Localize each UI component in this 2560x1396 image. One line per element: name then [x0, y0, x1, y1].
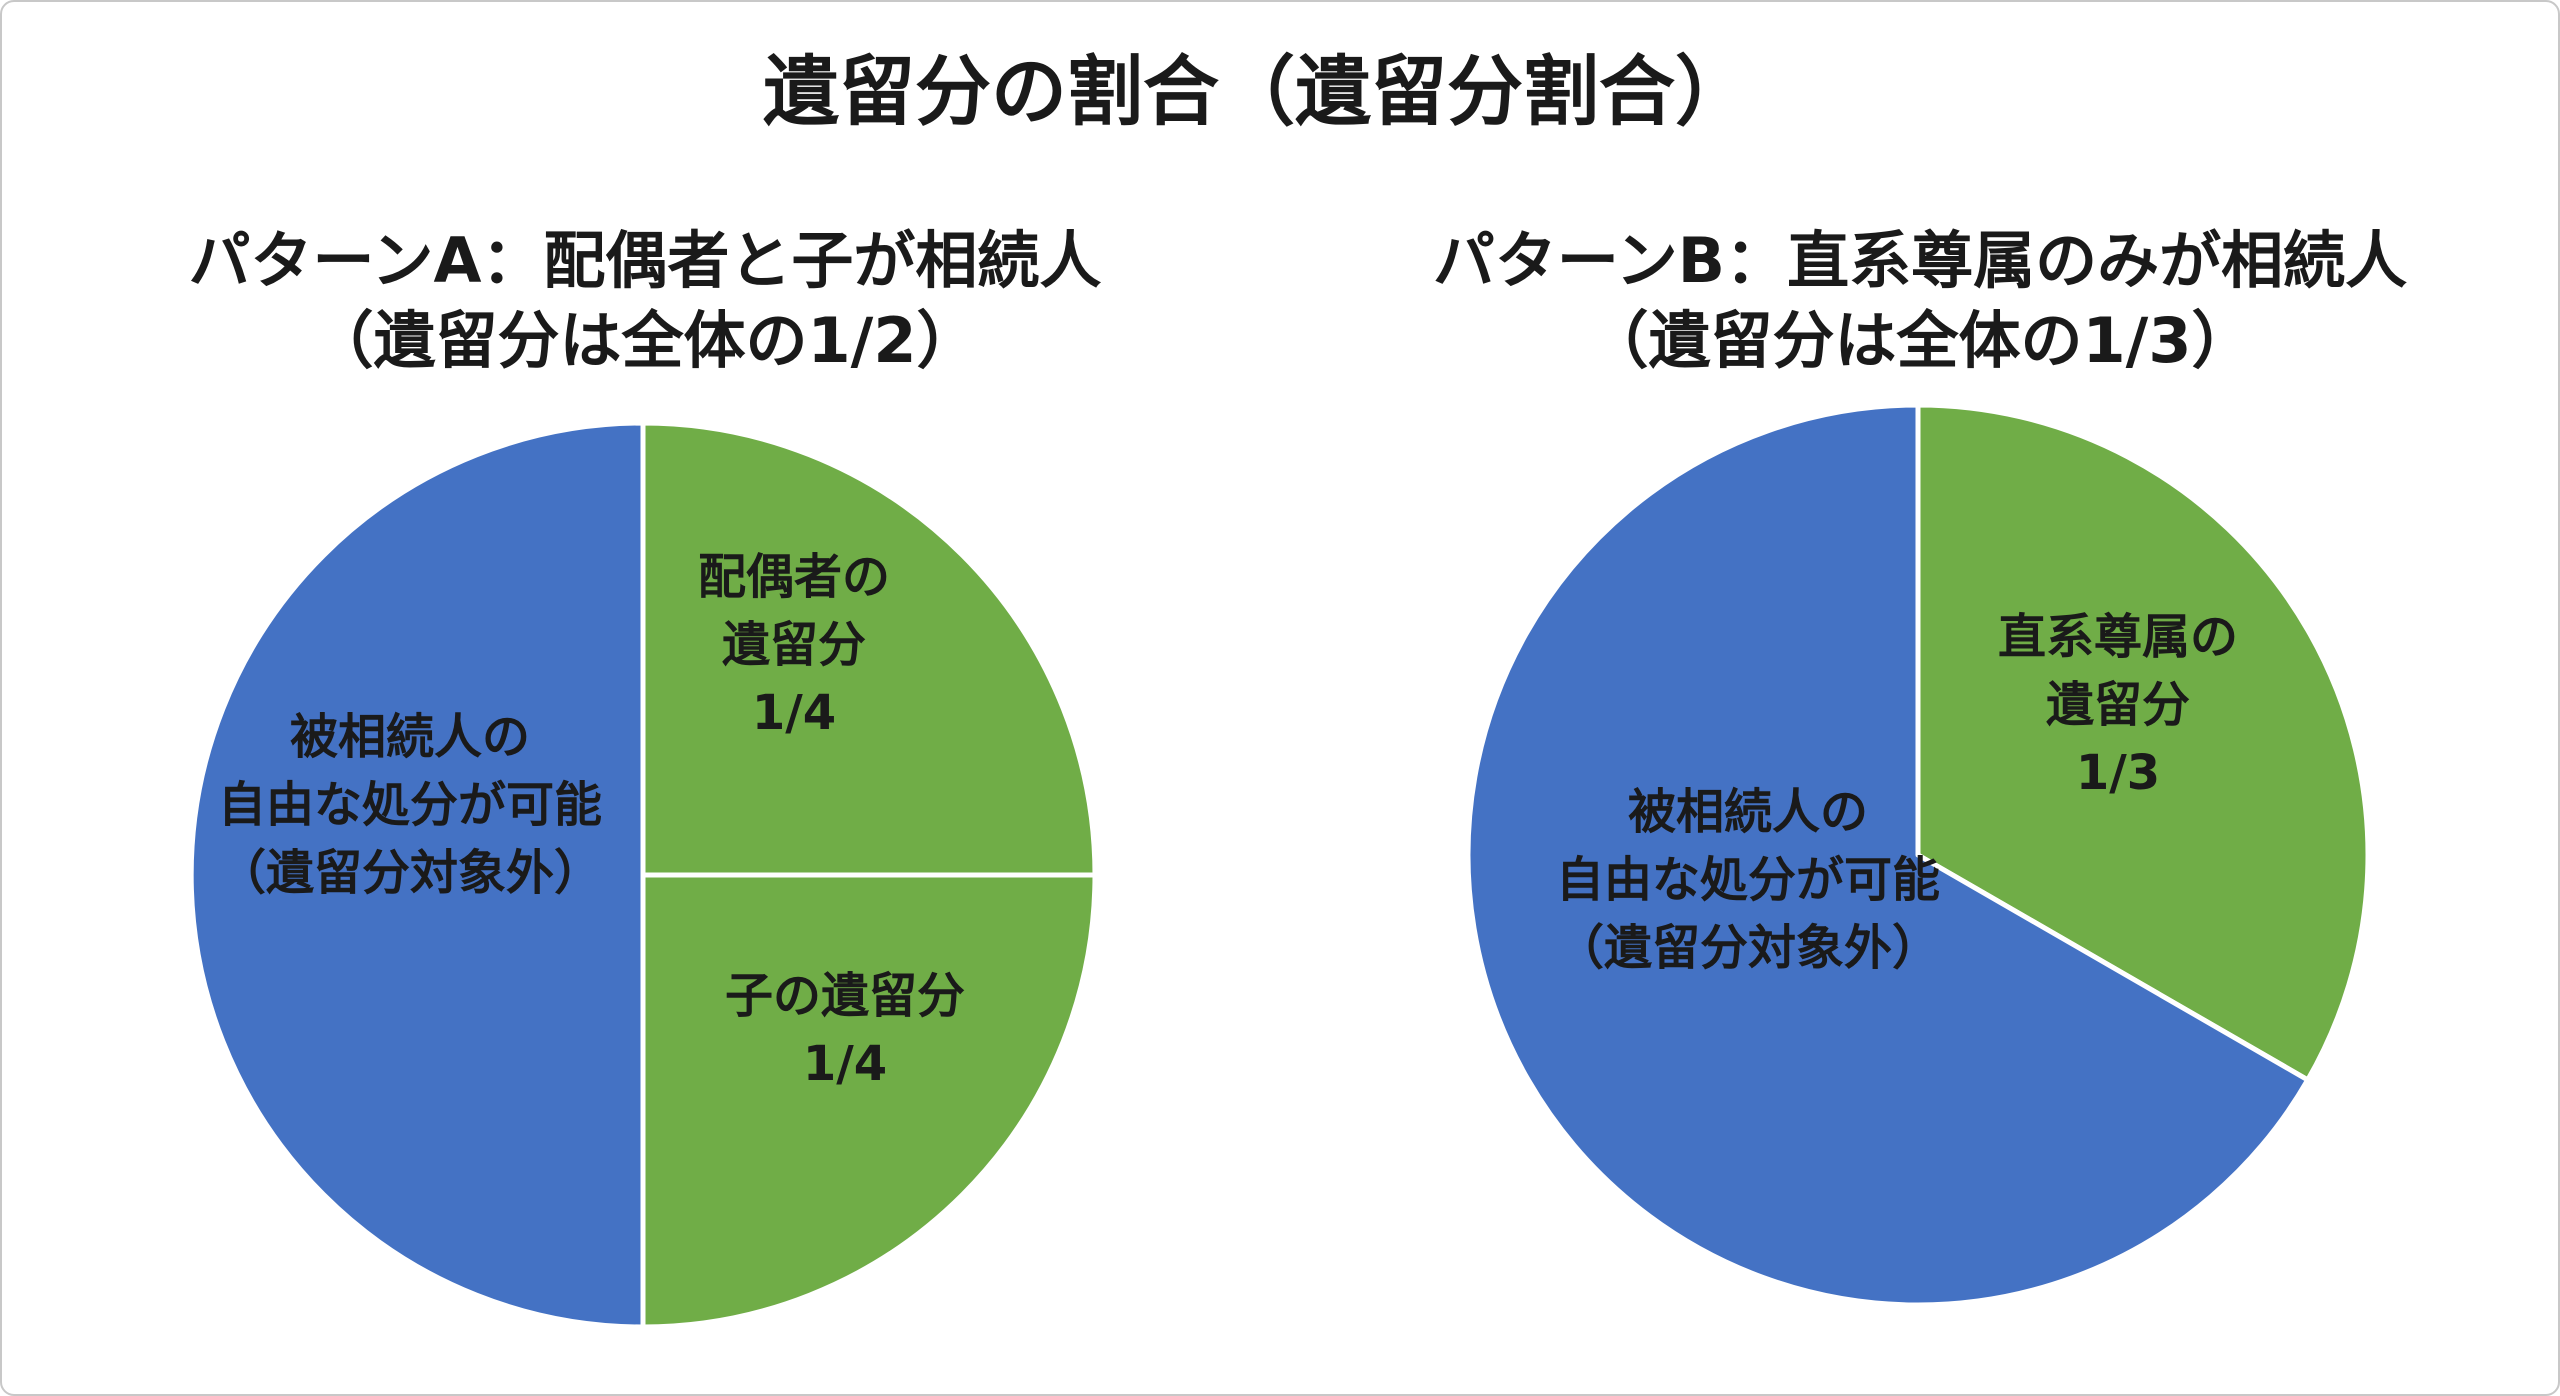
chart-b-slice-1-label-line-0: 被相続人の	[1628, 784, 1868, 840]
chart-a-subtitle: （遺留分は全体の1/2）	[312, 304, 979, 377]
chart-b-slice-1	[1465, 402, 2311, 1308]
chart-a-slice-1-label-line-1: 1/4	[803, 1036, 887, 1092]
chart-a-slice-0	[640, 420, 1098, 878]
chart-b-slice-0	[1915, 402, 2371, 1083]
chart-a-slice-2-label-line-1: 自由な処分が可能	[218, 777, 602, 833]
chart-b-slice-1-label-line-1: 自由な処分が可能	[1556, 852, 1940, 908]
chart-a-slice-0-label-line-2: 1/4	[752, 685, 836, 741]
chart-b-slice-0-label-line-2: 1/3	[2076, 745, 2160, 801]
chart-a-slice-0-label-line-1: 遺留分	[722, 617, 866, 673]
chart-b-slice-0-label-line-0: 直系尊属の	[1998, 609, 2238, 665]
chart-b-subtitle: （遺留分は全体の1/3）	[1587, 304, 2254, 377]
chart-a-slice-0-label-line-0: 配偶者の	[698, 549, 890, 605]
chart-a-slice-1	[640, 872, 1098, 1330]
chart-b-slice-0-label-line-1: 遺留分	[2046, 677, 2190, 733]
chart-a-slice-1-label-line-0: 子の遺留分	[725, 968, 965, 1024]
chart-a-slice-2	[188, 420, 646, 1330]
main-title: 遺留分の割合（遺留分割合）	[763, 47, 1751, 136]
chart-b-title: パターンB：直系尊属のみが相続人	[1433, 224, 2407, 297]
chart-a-slice-2-label-line-2: （遺留分対象外）	[218, 845, 602, 901]
chart-a-slice-2-label-line-0: 被相続人の	[290, 709, 530, 765]
chart-a: パターンA：配偶者と子が相続人 （遺留分は全体の1/2） 配偶者の遺留分1/4子…	[188, 224, 1102, 1330]
chart-b-slice-1-label-line-2: （遺留分対象外）	[1556, 920, 1940, 976]
chart-a-slice-1-label: 子の遺留分 1/4	[725, 968, 965, 1092]
chart-a-title: パターンA：配偶者と子が相続人	[189, 224, 1102, 297]
